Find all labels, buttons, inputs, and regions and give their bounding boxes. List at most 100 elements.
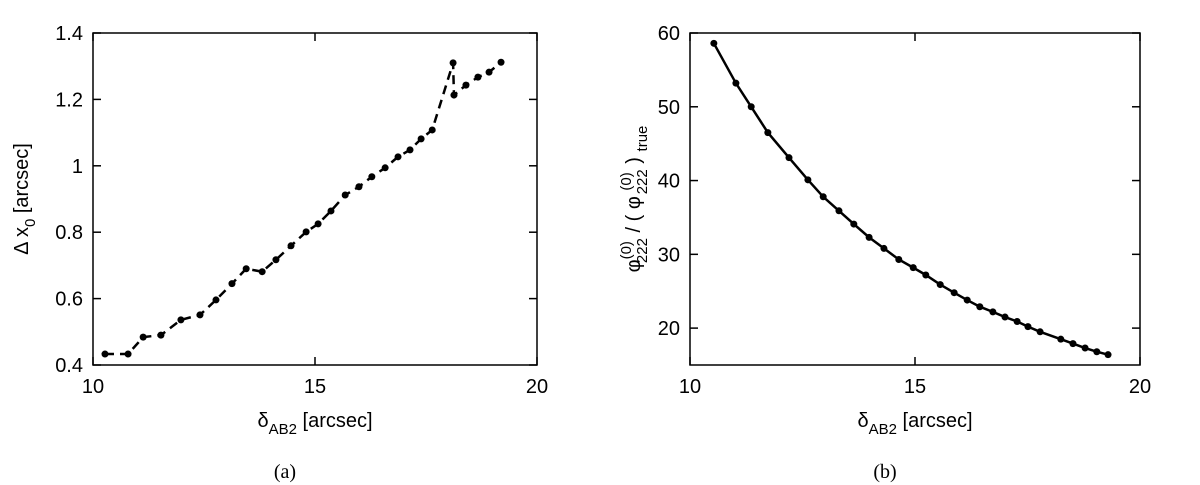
data-point xyxy=(1036,328,1044,336)
data-point xyxy=(314,220,322,228)
label-part: AB2 xyxy=(869,421,897,438)
data-line xyxy=(712,42,1109,356)
x-axis-label: δAB2 [arcsec] xyxy=(257,410,372,438)
data-point xyxy=(785,154,793,162)
data-point xyxy=(327,207,335,215)
y-tick-label: 1.2 xyxy=(55,89,83,111)
data-point xyxy=(124,350,132,358)
label-part: φ xyxy=(623,191,645,210)
y-tick-label: 60 xyxy=(658,23,680,45)
data-point xyxy=(355,183,363,191)
data-point xyxy=(368,173,376,181)
data-point xyxy=(462,81,470,89)
data-point xyxy=(228,280,236,288)
data-point xyxy=(449,59,457,67)
data-point xyxy=(1057,335,1065,343)
data-point xyxy=(450,91,458,99)
y-tick-label: 0.4 xyxy=(55,355,83,377)
label-part: [arcsec] xyxy=(897,410,973,432)
label-part: (0) xyxy=(618,241,635,259)
data-point xyxy=(989,308,997,316)
data-point xyxy=(212,296,220,304)
x-tick-label: 15 xyxy=(904,376,926,398)
data-point xyxy=(485,68,493,76)
x-tick-label: 10 xyxy=(679,376,701,398)
caption: (b) xyxy=(873,461,896,483)
data-point xyxy=(835,207,843,215)
data-point xyxy=(394,153,402,161)
data-point xyxy=(177,316,185,324)
data-point xyxy=(880,244,888,252)
data-point xyxy=(747,103,755,111)
data-point xyxy=(819,193,827,201)
data-point xyxy=(850,220,858,228)
y-tick-label: 20 xyxy=(658,318,680,340)
y-tick-label: 1.4 xyxy=(55,23,83,45)
data-point xyxy=(936,281,944,289)
label-part: / ( xyxy=(623,209,645,238)
label-part: φ xyxy=(623,259,645,272)
data-point xyxy=(302,228,310,236)
data-point xyxy=(258,268,266,276)
x-tick-label: 10 xyxy=(82,376,104,398)
data-point xyxy=(909,264,917,272)
data-point xyxy=(963,296,971,304)
label-part: 222 xyxy=(634,238,651,263)
data-point xyxy=(1069,340,1077,348)
y-tick-label: 0.8 xyxy=(55,222,83,244)
y-axis-label: φ(0)222 / ( φ (0)222 ) true xyxy=(618,126,651,273)
label-part: [arcsec] xyxy=(297,410,373,432)
data-point xyxy=(1001,313,1009,321)
caption: (a) xyxy=(274,461,296,483)
label-part: AB2 xyxy=(269,421,297,438)
data-point xyxy=(804,176,812,184)
y-axis-label: Δ x0 [arcsec] xyxy=(11,143,39,255)
x-tick-label: 15 xyxy=(304,376,326,398)
label-part: ) xyxy=(623,151,645,169)
data-point xyxy=(406,146,414,154)
label-part: 222 xyxy=(634,169,651,194)
data-point xyxy=(341,191,349,199)
label-part: true xyxy=(634,126,651,152)
label-part: Δ x xyxy=(11,227,33,255)
x-tick-label: 20 xyxy=(526,376,548,398)
label-part: [arcsec] xyxy=(11,143,33,219)
data-point xyxy=(764,129,772,137)
data-point xyxy=(196,311,204,319)
data-point xyxy=(287,242,295,250)
x-tick-label: 20 xyxy=(1129,376,1151,398)
data-line xyxy=(104,61,502,356)
data-point xyxy=(417,135,425,143)
data-point xyxy=(1104,351,1112,359)
data-point xyxy=(895,255,903,263)
data-point xyxy=(101,350,109,358)
label-part: δ xyxy=(257,410,268,432)
label-part: 0 xyxy=(22,219,39,227)
y-tick-label: 1 xyxy=(72,156,83,178)
y-tick-label: 40 xyxy=(658,171,680,193)
data-point xyxy=(1013,317,1021,325)
label-part: (0) xyxy=(618,172,635,190)
data-point xyxy=(381,164,389,172)
data-point xyxy=(732,79,740,87)
data-point xyxy=(428,126,436,134)
data-point xyxy=(1081,344,1089,352)
y-tick-label: 50 xyxy=(658,97,680,119)
data-point xyxy=(497,58,505,66)
data-point xyxy=(1024,323,1032,331)
data-point xyxy=(710,39,718,47)
data-point xyxy=(1093,348,1101,356)
y-tick-label: 0.6 xyxy=(55,289,83,311)
data-point xyxy=(272,256,280,264)
data-point xyxy=(865,233,873,241)
data-point xyxy=(157,331,165,339)
data-point xyxy=(474,73,482,81)
data-point xyxy=(922,271,930,279)
data-point xyxy=(139,333,147,341)
x-axis-label: δAB2 [arcsec] xyxy=(857,410,972,438)
data-point xyxy=(242,265,250,273)
plot-frame xyxy=(92,32,538,366)
plot-frame xyxy=(689,32,1141,366)
label-part: δ xyxy=(857,410,868,432)
